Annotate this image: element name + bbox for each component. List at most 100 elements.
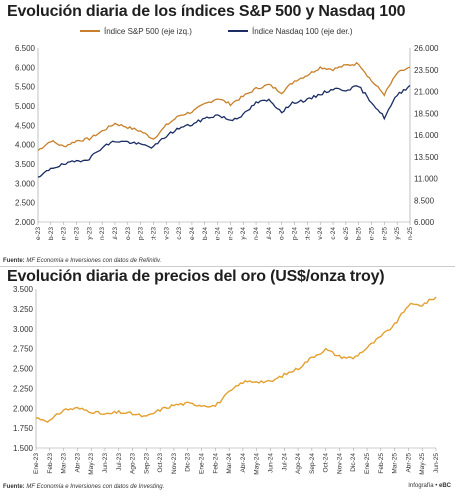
y-right-tick-label: 18.500 bbox=[414, 109, 439, 118]
y-right-tick-label: 11.000 bbox=[414, 175, 438, 184]
credit-label: Infografía • bbox=[408, 483, 438, 489]
x-tick-label: Oct-24 bbox=[304, 227, 311, 240]
x-tick-label: Ene-24 bbox=[199, 453, 206, 474]
y-tick-label: 3.500 bbox=[13, 285, 34, 294]
x-tick-label: May-25 bbox=[394, 227, 401, 240]
series-nasdaq100-line bbox=[37, 84, 411, 178]
x-tick-label: Feb-25 bbox=[356, 227, 363, 240]
chart1-source: Fuente: MF Economía e Inversiones con da… bbox=[3, 258, 161, 264]
x-tick-label: Oct-24 bbox=[323, 453, 330, 473]
x-tick-label: Ago-23 bbox=[130, 453, 137, 474]
y-left-tick-label: 4.000 bbox=[15, 141, 36, 150]
x-tick-label: Dic-24 bbox=[350, 453, 357, 472]
y-left-tick-label: 2.500 bbox=[15, 199, 36, 208]
x-tick-label: May-25 bbox=[419, 453, 426, 475]
x-tick-label: Mar-23 bbox=[61, 453, 68, 474]
x-tick-label: Sep-24 bbox=[309, 453, 316, 474]
x-tick-label: Mar-25 bbox=[369, 227, 376, 240]
x-tick-label: Abr-25 bbox=[381, 227, 388, 240]
chart2-svg: 1.500 1.750 2.000 2.250 2.500 2.750 3.000 3.250… bbox=[13, 285, 440, 475]
x-tick-label: Nov-23 bbox=[171, 453, 178, 474]
x-tick-label: May-23 bbox=[86, 227, 93, 240]
x-tick-label: Jun-25 bbox=[433, 453, 440, 473]
chart2-source-label: Fuente: bbox=[3, 484, 25, 490]
x-tick-label: Jun-24 bbox=[253, 227, 260, 240]
chart1-source-label: Fuente: bbox=[3, 258, 25, 264]
legend-label: Índice Nasdaq 100 (eje der.) bbox=[252, 27, 353, 36]
y-right-tick-label: 13.500 bbox=[414, 153, 439, 162]
x-tick-label: Mar-24 bbox=[226, 453, 233, 474]
x-tick-label: Feb-23 bbox=[47, 453, 54, 474]
y-right-tick-label: 21.000 bbox=[414, 88, 439, 97]
y-tick-label: 2.000 bbox=[13, 404, 34, 413]
x-tick-label: Dic-24 bbox=[330, 227, 337, 240]
series-gold-line bbox=[35, 296, 437, 423]
y-left-tick-label: 5.000 bbox=[15, 102, 36, 111]
x-tick-label: Mar-25 bbox=[392, 453, 399, 474]
x-tick-label: Jun-23 bbox=[102, 453, 109, 473]
x-tick-label: Mar-24 bbox=[215, 227, 222, 240]
x-tick-label: Jun-24 bbox=[267, 453, 274, 473]
x-tick-label: Mar-23 bbox=[61, 227, 68, 240]
x-tick-label: Ene-25 bbox=[343, 227, 350, 240]
y-left-tick-label: 2.000 bbox=[15, 218, 36, 227]
x-tick-label: Ago-24 bbox=[295, 453, 302, 474]
chart2-title: Evolución diaria de precios del oro (US$… bbox=[7, 268, 385, 285]
y-right-tick-label: 16.000 bbox=[414, 131, 439, 140]
x-tick-label: Dic-23 bbox=[176, 227, 183, 240]
x-tick-label: Abr-25 bbox=[405, 453, 412, 473]
x-tick-label: Sep-23 bbox=[143, 453, 150, 474]
x-tick-label: Jul-23 bbox=[116, 453, 123, 471]
x-tick-label: May-24 bbox=[254, 453, 261, 475]
y-left-tick-label: 3.500 bbox=[15, 160, 36, 169]
x-tick-label: Dic-23 bbox=[185, 453, 192, 472]
y-tick-label: 1.750 bbox=[13, 424, 34, 433]
x-tick-label: Ene-23 bbox=[33, 453, 40, 474]
x-tick-label: Abr-24 bbox=[227, 227, 234, 240]
x-tick-label: Oct-23 bbox=[150, 227, 157, 240]
x-tick-label: Feb-24 bbox=[202, 227, 209, 240]
y-tick-label: 3.250 bbox=[13, 305, 34, 314]
x-tick-label: Jun-23 bbox=[99, 227, 106, 240]
x-tick-label: Oct-23 bbox=[157, 453, 164, 473]
x-tick-label: May-24 bbox=[240, 227, 247, 240]
chart2-source-text: MF Economía e Inversiones con datos de I… bbox=[26, 484, 165, 490]
y-left-tick-label: 6.500 bbox=[15, 44, 36, 53]
credit-brand: eBC bbox=[438, 483, 451, 489]
x-tick-label: Jul-24 bbox=[281, 453, 288, 471]
y-tick-label: 2.500 bbox=[13, 365, 34, 374]
x-tick-label: Nov-23 bbox=[163, 227, 170, 240]
y-tick-label: 2.250 bbox=[13, 384, 34, 393]
x-tick-label: Ene-23 bbox=[35, 227, 42, 240]
x-tick-label: Abr-24 bbox=[240, 453, 247, 473]
x-tick-label: Ago-24 bbox=[279, 227, 286, 240]
y-tick-label: 1.500 bbox=[13, 444, 34, 453]
x-tick-label: Ene-24 bbox=[189, 227, 196, 240]
x-tick-label: Abr-23 bbox=[73, 227, 80, 240]
y-right-tick-label: 23.500 bbox=[414, 66, 439, 75]
chart1-source-text: MF Economía e Inversiones con datos de R… bbox=[26, 258, 162, 264]
chart1-svg: Índice S&P 500 (eje izq.) Índice Nasdaq 1… bbox=[15, 27, 439, 240]
x-tick-label: Abr-23 bbox=[74, 453, 81, 473]
x-tick-label: Feb-23 bbox=[48, 227, 55, 240]
credit: Infografía • eBC bbox=[408, 483, 451, 489]
x-tick-label: Feb-24 bbox=[212, 453, 219, 474]
y-left-tick-label: 5.500 bbox=[15, 83, 36, 92]
series-sp500-line bbox=[37, 61, 411, 151]
x-tick-label: Sep-23 bbox=[138, 227, 145, 240]
y-right-tick-label: 6.000 bbox=[414, 218, 435, 227]
y-left-tick-label: 3.000 bbox=[15, 179, 36, 188]
legend-label: Índice S&P 500 (eje izq.) bbox=[104, 27, 192, 36]
chart2-source: Fuente: MF Economía e Inversiones con da… bbox=[3, 484, 164, 490]
x-tick-label: Jul-23 bbox=[112, 227, 119, 240]
x-tick-label: Jun-25 bbox=[407, 227, 414, 240]
x-tick-label: May-23 bbox=[88, 453, 95, 475]
y-tick-label: 3.000 bbox=[13, 325, 34, 334]
y-right-tick-label: 26.000 bbox=[414, 44, 439, 53]
x-tick-label: Nov-24 bbox=[317, 227, 324, 240]
y-right-tick-label: 8.500 bbox=[414, 196, 435, 205]
y-left-tick-label: 4.500 bbox=[15, 121, 36, 130]
x-tick-label: Sep-24 bbox=[292, 227, 299, 240]
x-tick-label: Nov-24 bbox=[336, 453, 343, 474]
